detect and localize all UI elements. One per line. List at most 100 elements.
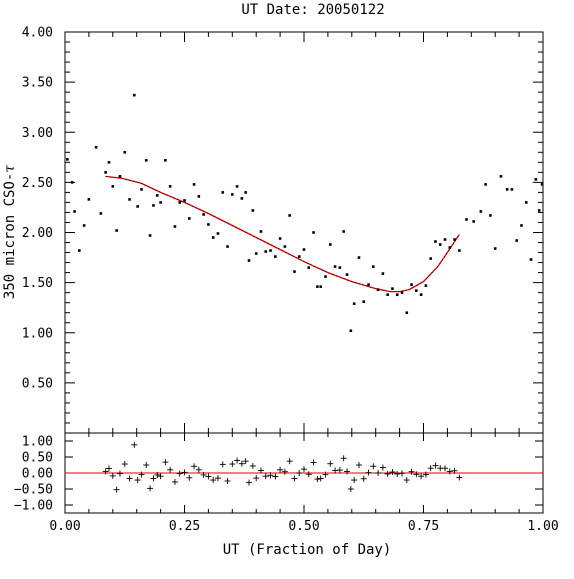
chart-title: UT Date: 20050122 [241, 2, 384, 18]
residual-point [413, 471, 420, 478]
resid-tick-label: 0.50 [22, 451, 53, 466]
data-point [520, 224, 523, 227]
resid-tick-label: 0.00 [22, 467, 53, 482]
residual-point [138, 471, 145, 478]
data-point [472, 220, 475, 223]
data-point [133, 93, 136, 97]
residual-point [162, 459, 169, 466]
data-point [372, 265, 375, 268]
y-tick-label: 1.00 [22, 326, 53, 341]
y-tick-label: 1.50 [22, 276, 53, 291]
data-point [288, 214, 291, 217]
residual-point [272, 473, 279, 480]
residual-point [375, 470, 382, 476]
residual-point [351, 477, 358, 484]
data-point [328, 243, 332, 246]
residual-point [327, 460, 334, 467]
residual-point [205, 473, 212, 480]
resid-tick-label: −0.50 [14, 483, 53, 498]
data-point [429, 257, 432, 260]
data-point [136, 205, 139, 208]
data-point [438, 243, 442, 246]
data-point [70, 181, 74, 184]
data-point [316, 285, 319, 288]
y-tick-label: 4.00 [22, 26, 53, 41]
residual-point [116, 470, 123, 477]
resid-tick-label: −1.00 [14, 499, 53, 514]
data-point [493, 247, 497, 250]
residual-point [403, 477, 410, 484]
residual-point [314, 476, 321, 483]
data-point [400, 291, 404, 294]
y-tick-label: 3.50 [22, 76, 53, 91]
y-tick-label: 0.50 [22, 376, 53, 391]
data-point [515, 239, 519, 242]
residual-point [113, 486, 120, 493]
main-plot-frame [64, 31, 544, 434]
data-point [342, 230, 345, 233]
data-point [386, 293, 389, 296]
residual-point [379, 464, 386, 471]
resid-tick-label: 1.00 [22, 435, 53, 450]
residual-point [147, 485, 154, 492]
data-point [202, 213, 205, 216]
data-point [489, 214, 492, 217]
data-point [293, 270, 296, 273]
residual-point [389, 469, 396, 476]
data-point [278, 237, 282, 240]
residual-point [102, 468, 109, 475]
data-points [66, 93, 544, 333]
residual-axis-ticks: −1.00−0.500.000.501.00 [14, 435, 543, 514]
x-tick-label: 0.00 [49, 519, 80, 534]
data-point [499, 175, 503, 178]
x-tick-label: 1.00 [527, 519, 558, 534]
data-point [259, 230, 263, 233]
residual-point [277, 466, 284, 473]
data-point [128, 198, 131, 201]
data-point [251, 209, 255, 212]
data-point [410, 283, 413, 286]
residual-point [191, 463, 198, 470]
residual-point [446, 468, 453, 475]
data-point [524, 201, 528, 204]
data-point [357, 256, 361, 259]
residual-point [242, 458, 249, 465]
y-tick-label: 3.00 [22, 126, 53, 141]
x-tick-label: 0.50 [288, 519, 319, 534]
residual-point [267, 472, 274, 479]
data-point [505, 188, 509, 191]
data-point [510, 188, 514, 191]
data-point [152, 204, 155, 207]
y-tick-label: 2.00 [22, 226, 53, 241]
x-tick-label: 0.25 [169, 519, 200, 534]
data-point [264, 250, 268, 253]
residual-point [370, 463, 377, 470]
data-point [458, 249, 461, 252]
data-point [192, 183, 196, 186]
residual-point [157, 473, 164, 480]
data-point [155, 194, 159, 197]
residual-point [126, 475, 133, 482]
main-axis-ticks: 0.50 1.00 1.50 2.00 2.50 3.00 3.50 4.00 [22, 26, 543, 424]
residual-point [310, 459, 317, 466]
residual-point [234, 457, 241, 464]
data-point [540, 183, 544, 186]
data-point [302, 248, 306, 251]
data-point [443, 238, 447, 241]
data-point [104, 171, 107, 174]
residual-point [344, 468, 351, 475]
residual-point [317, 475, 324, 482]
residual-point [286, 458, 293, 465]
residual-point [176, 470, 183, 477]
data-point [231, 193, 234, 196]
residual-point [167, 466, 174, 473]
data-point [115, 229, 118, 232]
residual-point [347, 486, 354, 492]
residual-point [249, 462, 256, 469]
data-point [197, 195, 201, 198]
data-point [352, 302, 356, 305]
y-axis-label-symbol: τ [2, 165, 18, 173]
data-point [434, 240, 437, 243]
residual-point [336, 467, 343, 474]
data-point [107, 161, 111, 164]
